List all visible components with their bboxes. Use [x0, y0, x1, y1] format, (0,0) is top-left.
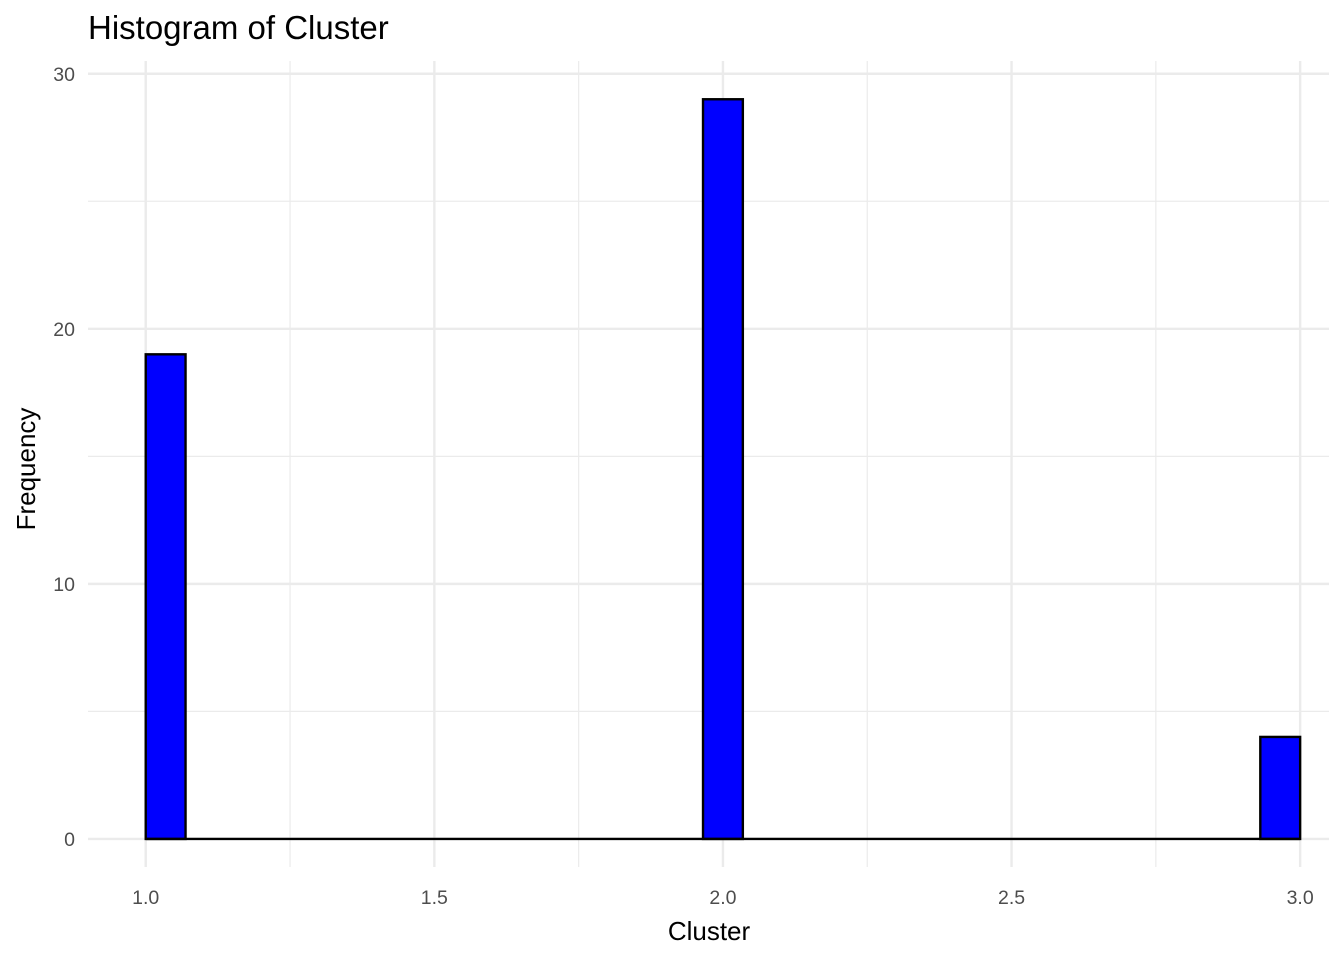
bars	[144, 98, 1302, 841]
x-tick-label: 2.5	[998, 887, 1025, 909]
y-tick-label: 0	[64, 829, 75, 851]
x-tick-label: 2.0	[709, 887, 736, 909]
y-tick-label: 20	[53, 319, 75, 341]
histogram-bar	[701, 98, 745, 841]
x-axis-ticks: 1.0 1.5 2.0 2.5 3.0	[132, 887, 1314, 909]
x-tick-label: 1.0	[132, 887, 159, 909]
y-axis-ticks: 0 10 20 30	[53, 64, 75, 851]
x-axis-title: Cluster	[668, 916, 751, 946]
histogram-bar	[144, 353, 187, 841]
x-tick-label: 3.0	[1287, 887, 1314, 909]
y-tick-label: 30	[53, 64, 75, 86]
histogram-bar	[1259, 735, 1302, 841]
x-tick-label: 1.5	[421, 887, 448, 909]
y-tick-label: 10	[53, 574, 75, 596]
chart-title: Histogram of Cluster	[88, 9, 389, 46]
y-axis-title: Frequency	[11, 408, 41, 531]
